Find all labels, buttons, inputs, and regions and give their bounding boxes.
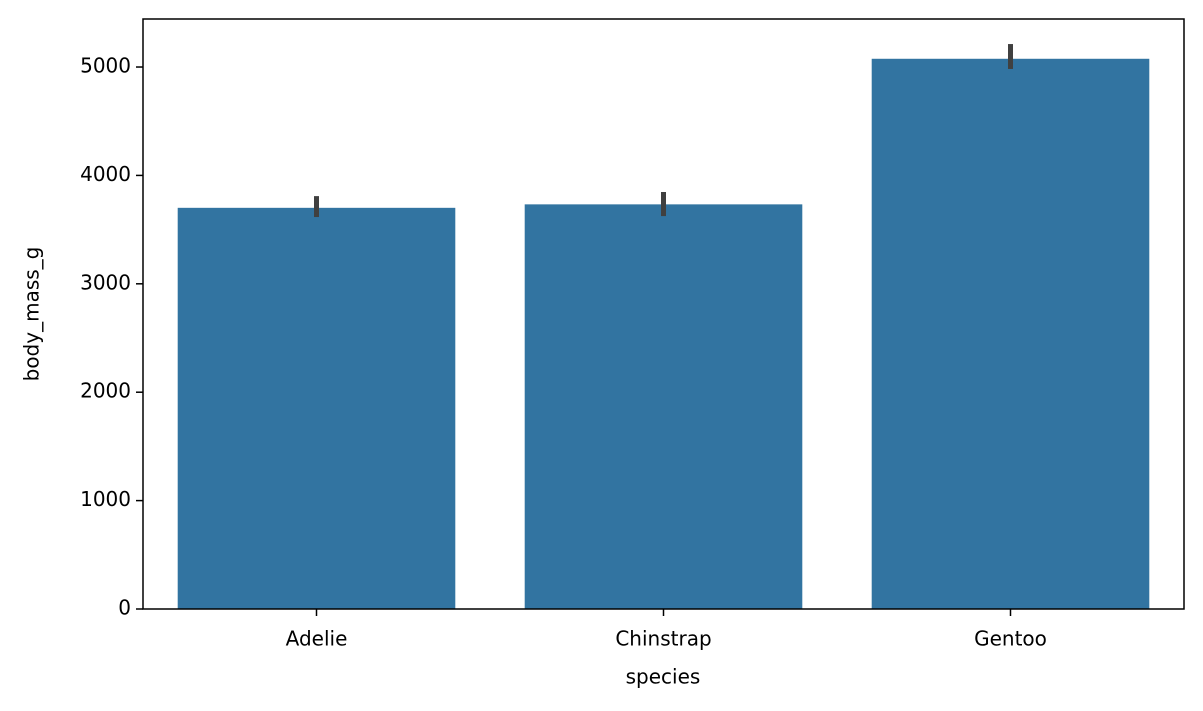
bar — [177, 207, 456, 609]
x-tick-label: Adelie — [286, 627, 348, 651]
y-tick-label: 2000 — [80, 379, 131, 403]
x-tick-label: Chinstrap — [615, 627, 711, 651]
y-tick-label: 0 — [118, 596, 131, 620]
y-tick-label: 5000 — [80, 54, 131, 78]
plot-frame — [142, 18, 1185, 610]
bar — [524, 204, 803, 609]
y-tick-label: 4000 — [80, 162, 131, 186]
y-axis-label: body_mass_g — [20, 247, 44, 382]
x-axis-label: species — [626, 665, 701, 689]
y-tick-label: 3000 — [80, 270, 131, 294]
bar — [871, 58, 1150, 609]
x-tick-label: Gentoo — [974, 627, 1047, 651]
y-tick-label: 1000 — [80, 487, 131, 511]
